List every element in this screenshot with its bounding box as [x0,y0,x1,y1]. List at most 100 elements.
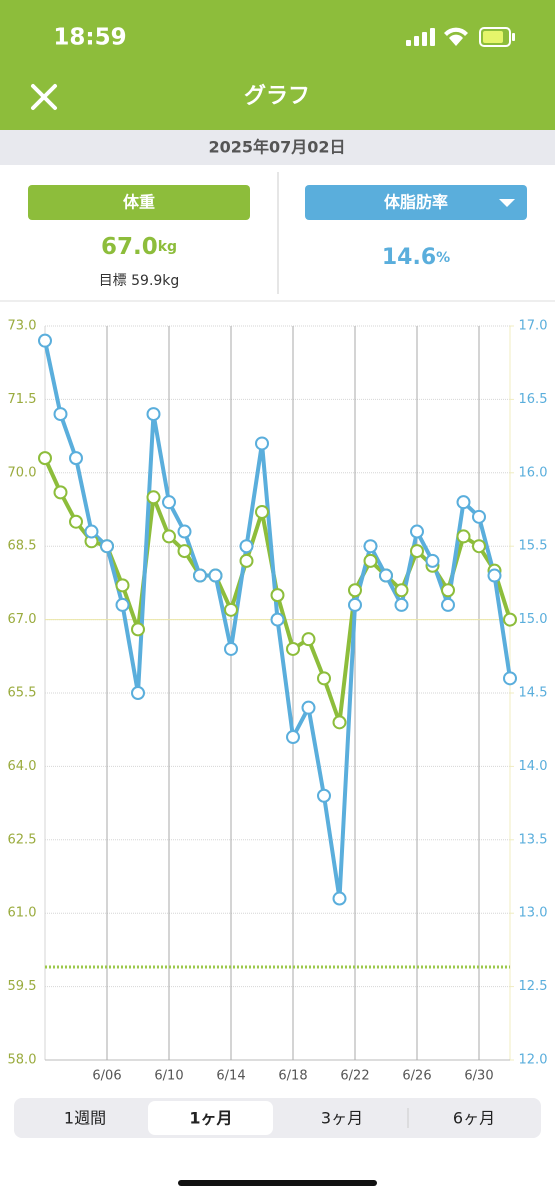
point [301,632,316,647]
y2-tick-label: 16.5 [519,392,548,407]
point [131,622,145,637]
point [38,451,52,466]
goal-text: 目標 59.9kg [99,273,180,289]
x-tick-label: 6/14 [216,1069,245,1084]
header-bg [0,0,555,130]
point [255,436,269,451]
x-tick-label: 6/06 [92,1069,121,1084]
point [363,553,378,568]
x-tick-label: 6/22 [340,1069,369,1084]
point [425,553,440,568]
point [456,495,471,510]
x-tick-label: 6/10 [154,1069,183,1084]
point [193,568,207,583]
y-tick-label: 65.5 [8,686,37,701]
tab[interactable]: 1ヶ月 [189,1109,232,1128]
point [224,602,238,617]
plot: 58.0 59.5 61.0 62.5 64.0 65.5 67.0 68.5 70.0 71.5… [8,319,548,1084]
point [456,529,471,544]
weight-button-label: 体重 [123,193,155,212]
tab[interactable]: 6ヶ月 [453,1109,495,1128]
y2-tick-label: 14.5 [519,686,548,701]
point [317,671,331,686]
y2-tick-label: 14.0 [519,759,548,774]
y2-tick-label: 17.0 [519,319,548,334]
date-bar [0,130,555,165]
point [53,485,68,500]
y-tick-label: 68.5 [8,539,37,554]
y-tick-label: 59.5 [8,979,37,994]
point [472,539,486,554]
point [503,612,517,627]
y-tick-label: 61.0 [8,906,37,921]
tab-bar [14,1098,541,1138]
point [441,597,455,612]
y2-tick-label: 13.5 [519,832,548,847]
fat-button-label: 体脂肪率 [384,193,448,212]
y-tick-label: 64.0 [8,759,37,774]
point [317,788,331,803]
tab[interactable]: 3ヶ月 [321,1109,363,1128]
point [472,509,486,524]
fat-button[interactable] [305,185,527,220]
home-indicator [178,1180,377,1186]
point [410,544,424,559]
point [177,524,192,539]
point [487,568,502,583]
point [177,544,192,559]
point [100,539,114,554]
fat-value: 14.6% [382,245,450,270]
tab-selected-bg [148,1101,273,1135]
date: 2025年07月02日 [208,138,345,157]
y2-tick-label: 16.0 [519,465,548,480]
point [69,451,83,466]
close-button[interactable] [31,84,57,110]
y-tick-label: 58.0 [8,1053,37,1068]
point [332,715,347,730]
point [410,524,424,539]
y-tick-label: 70.0 [8,465,37,480]
y-tick-label: 73.0 [8,319,37,334]
y2-tick-label: 12.0 [519,1053,548,1068]
point [115,578,130,593]
y-tick-label: 67.0 [8,612,37,627]
weight-value: 67.0kg [101,234,177,260]
point [239,539,254,554]
tab[interactable]: 1週間 [64,1109,106,1128]
point [239,553,254,568]
point [146,407,161,422]
weight-button[interactable] [28,185,250,220]
y-tick-label: 71.5 [8,392,37,407]
point [131,686,145,700]
point [84,524,99,539]
point [270,612,285,627]
point [162,529,176,544]
point [162,495,176,510]
point [394,597,409,612]
point [441,583,455,598]
point [332,891,347,906]
point [503,671,517,686]
point [286,730,300,745]
y-tick-label: 62.5 [8,832,37,847]
point [224,641,238,656]
point [208,568,223,583]
x-tick-label: 6/18 [278,1069,307,1084]
x-tick-label: 6/30 [464,1069,493,1084]
tabs: 1週間 1ヶ月 3ヶ月 6ヶ月 [64,1109,495,1128]
y2-tick-label: 15.0 [519,612,548,627]
header-title: グラフ [244,83,310,109]
point [301,700,316,715]
point [115,597,130,612]
point [53,407,68,422]
point [270,588,285,603]
point [379,568,393,583]
point [286,641,300,656]
y2-tick-label: 13.0 [519,906,548,921]
point [69,514,83,529]
point [146,490,161,505]
clock: 18:59 [53,25,126,51]
point [348,597,362,612]
